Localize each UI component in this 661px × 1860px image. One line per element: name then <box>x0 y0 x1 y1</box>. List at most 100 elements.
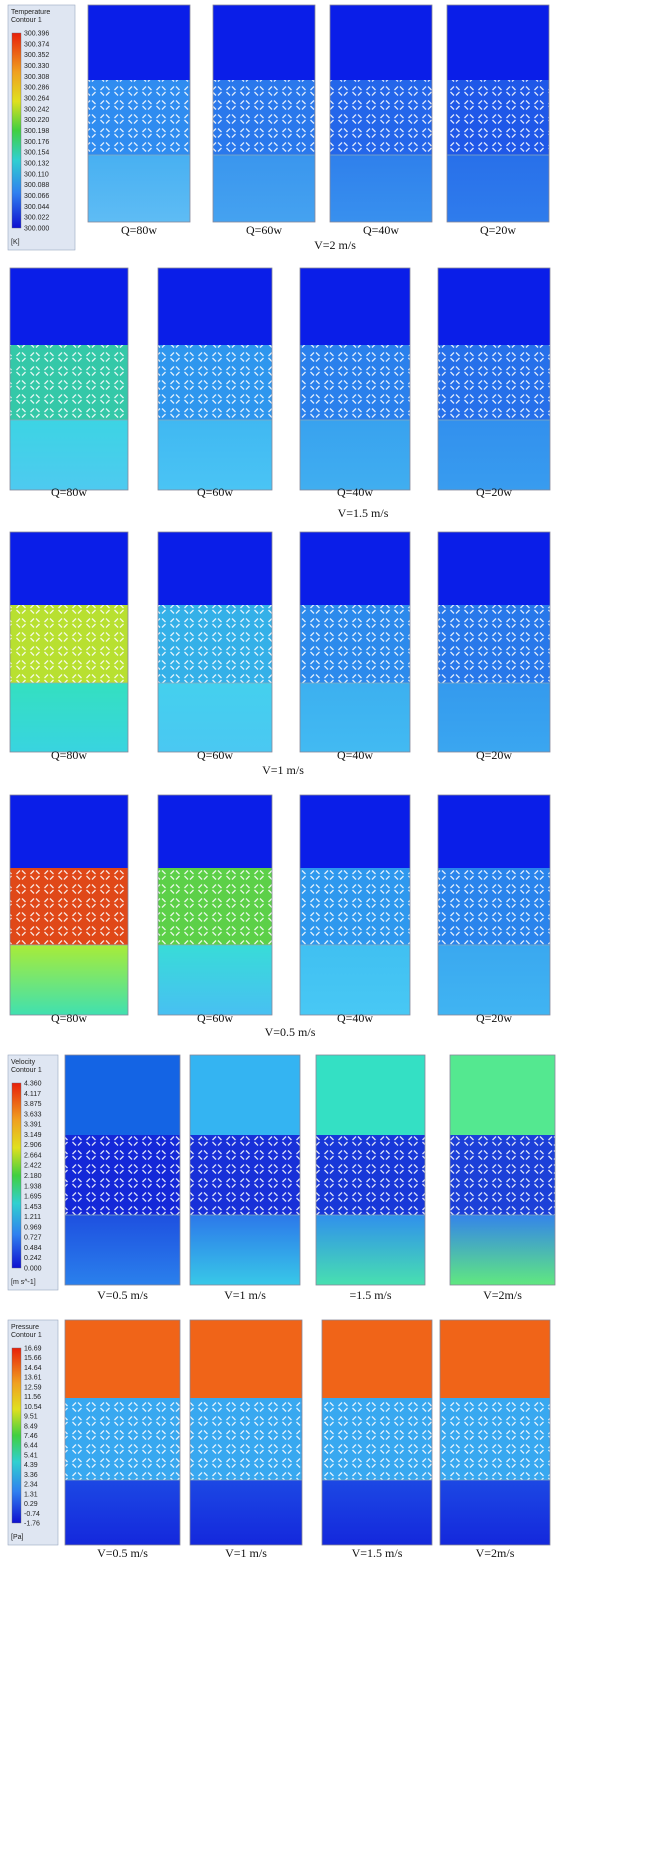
legend-label: 6.44 <box>24 1443 38 1450</box>
lower-region <box>158 420 272 490</box>
upper-region <box>158 795 272 868</box>
lattice-pattern <box>158 345 272 420</box>
legend-label: 4.117 <box>24 1091 41 1098</box>
legend-label: 0.242 <box>24 1255 42 1262</box>
lattice-pattern <box>213 80 315 155</box>
lattice-pattern <box>440 1398 550 1480</box>
contour-panel <box>450 1055 555 1285</box>
upper-region <box>10 795 128 868</box>
lower-region <box>438 420 550 490</box>
lattice-pattern <box>322 1398 432 1480</box>
lattice-pattern <box>300 868 410 945</box>
legend-label: 5.41 <box>24 1452 38 1459</box>
lattice-pattern <box>300 605 410 683</box>
legend-label: 15.66 <box>24 1355 42 1362</box>
legend-label: -0.74 <box>24 1511 40 1518</box>
lattice-pattern <box>447 80 549 155</box>
upper-region <box>65 1055 180 1135</box>
contour-panel <box>190 1055 300 1285</box>
legend-label: 300.330 <box>24 63 49 70</box>
legend-label: 2.906 <box>24 1142 42 1149</box>
upper-region <box>158 268 272 345</box>
upper-region <box>440 1320 550 1398</box>
lower-region <box>438 945 550 1015</box>
lattice-pattern <box>10 868 128 945</box>
legend-label: 8.49 <box>24 1423 38 1430</box>
contour-panel <box>438 795 550 1015</box>
caption: Q=40w <box>337 485 373 499</box>
contour-panel <box>158 532 272 752</box>
legend-label: 11.56 <box>24 1394 41 1401</box>
group-label: V=1.5 m/s <box>338 506 389 520</box>
lattice-pattern <box>65 1135 180 1215</box>
legend-label: 1.938 <box>24 1183 42 1190</box>
legend-label: 9.51 <box>24 1414 38 1421</box>
upper-region <box>450 1055 555 1135</box>
color-bar <box>12 1083 21 1268</box>
caption: V=2m/s <box>483 1288 522 1302</box>
legend-label: 1.31 <box>24 1491 38 1498</box>
legend-label: 0.000 <box>24 1266 42 1273</box>
upper-region <box>10 532 128 605</box>
lower-region <box>300 420 410 490</box>
legend-subtitle: Contour 1 <box>11 1067 42 1074</box>
legend-label: 3.391 <box>24 1122 42 1129</box>
legend-label: 300.066 <box>24 193 49 200</box>
upper-region <box>316 1055 425 1135</box>
upper-region <box>300 532 410 605</box>
lower-region <box>450 1215 555 1285</box>
legend-label: 1.695 <box>24 1194 42 1201</box>
contour-panel <box>65 1320 180 1545</box>
upper-region <box>88 5 190 80</box>
legend-label: 300.110 <box>24 171 49 178</box>
legend-label: 300.132 <box>24 161 49 168</box>
legend-label: 300.044 <box>24 204 49 211</box>
legend-label: 300.308 <box>24 74 49 81</box>
lattice-pattern <box>300 345 410 420</box>
legend-label: 300.220 <box>24 117 49 124</box>
contour-panel <box>316 1055 425 1285</box>
caption: V=1 m/s <box>225 1546 267 1560</box>
lattice-pattern <box>158 605 272 683</box>
lower-region <box>440 1480 550 1545</box>
legend-label: 300.154 <box>24 150 49 157</box>
contour-panel <box>10 795 128 1015</box>
lower-region <box>322 1480 432 1545</box>
caption: Q=40w <box>363 223 399 237</box>
legend-subtitle: Contour 1 <box>11 1332 42 1339</box>
legend-label: 1.211 <box>24 1214 41 1221</box>
legend-label: 7.46 <box>24 1433 38 1440</box>
lower-region <box>447 155 549 222</box>
caption: V=1 m/s <box>224 1288 266 1302</box>
lower-region <box>300 945 410 1015</box>
legend-label: 16.69 <box>24 1346 42 1353</box>
legend-label: 4.360 <box>24 1081 42 1088</box>
legend-label: 0.484 <box>24 1245 42 1252</box>
lower-region <box>158 683 272 752</box>
legend-label: 2.422 <box>24 1163 42 1170</box>
caption: Q=20w <box>480 223 516 237</box>
contour-panel <box>213 5 315 222</box>
legend-title: Pressure <box>11 1324 39 1331</box>
contour-panel <box>438 532 550 752</box>
legend-unit: [Pa] <box>11 1534 24 1541</box>
upper-region <box>300 795 410 868</box>
contour-panel <box>10 532 128 752</box>
lattice-pattern <box>438 605 550 683</box>
lower-region <box>213 155 315 222</box>
legend-label: 300.286 <box>24 85 49 92</box>
lattice-pattern <box>65 1398 180 1480</box>
upper-region <box>438 795 550 868</box>
lattice-pattern <box>190 1135 300 1215</box>
contour-panel <box>300 795 410 1015</box>
caption: Q=20w <box>476 1011 512 1025</box>
upper-region <box>10 268 128 345</box>
lower-region <box>10 420 128 490</box>
lattice-pattern <box>316 1135 425 1215</box>
legend-label: -1.76 <box>24 1521 40 1528</box>
legend-label: 3.875 <box>24 1101 42 1108</box>
caption: Q=60w <box>197 485 233 499</box>
caption: Q=80w <box>51 748 87 762</box>
lower-region <box>88 155 190 222</box>
legend-label: 13.61 <box>24 1375 42 1382</box>
